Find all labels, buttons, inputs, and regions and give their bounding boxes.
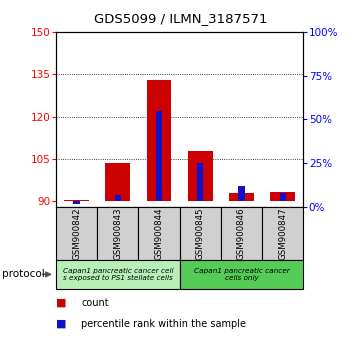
Bar xyxy=(56,260,180,289)
Bar xyxy=(138,207,180,260)
Bar xyxy=(270,192,295,201)
Bar xyxy=(147,80,171,201)
Text: GSM900844: GSM900844 xyxy=(155,207,164,260)
Text: count: count xyxy=(81,298,109,308)
Bar xyxy=(156,111,162,201)
Bar xyxy=(188,150,213,201)
Bar xyxy=(115,195,121,201)
Bar xyxy=(221,207,262,260)
Text: GSM900842: GSM900842 xyxy=(72,207,81,260)
Text: ■: ■ xyxy=(56,298,66,308)
Bar xyxy=(229,193,254,201)
Bar xyxy=(180,207,221,260)
Bar xyxy=(105,163,130,201)
Text: GDS5099 / ILMN_3187571: GDS5099 / ILMN_3187571 xyxy=(94,12,267,25)
Bar xyxy=(56,207,97,260)
Text: percentile rank within the sample: percentile rank within the sample xyxy=(81,319,246,329)
Text: GSM900846: GSM900846 xyxy=(237,207,246,260)
Text: Capan1 pancreatic cancer
cells only: Capan1 pancreatic cancer cells only xyxy=(193,268,289,281)
Bar xyxy=(97,207,138,260)
Bar xyxy=(180,260,303,289)
Text: protocol: protocol xyxy=(2,269,44,279)
Text: Capan1 pancreatic cancer cell
s exposed to PS1 stellate cells: Capan1 pancreatic cancer cell s exposed … xyxy=(62,268,173,281)
Bar xyxy=(262,207,303,260)
Bar xyxy=(279,193,286,201)
Text: GSM900845: GSM900845 xyxy=(196,207,205,260)
Bar xyxy=(238,186,244,201)
Bar xyxy=(197,163,203,201)
Text: GSM900847: GSM900847 xyxy=(278,207,287,260)
Bar xyxy=(64,200,89,201)
Text: ■: ■ xyxy=(56,319,66,329)
Bar xyxy=(74,201,80,205)
Text: GSM900843: GSM900843 xyxy=(113,207,122,260)
